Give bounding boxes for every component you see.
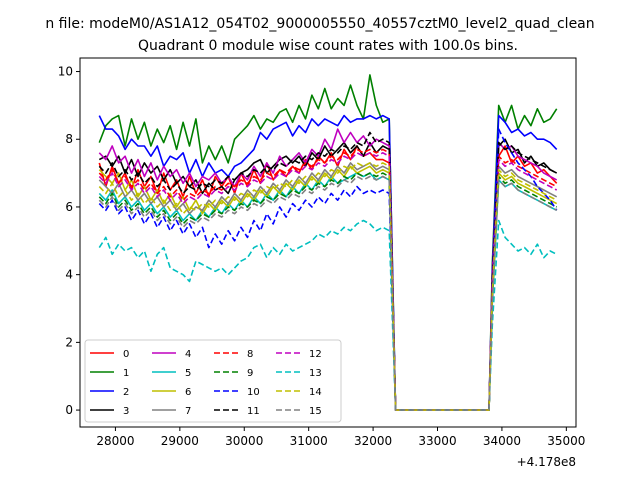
- y-tick-label: 2: [65, 335, 73, 349]
- y-tick-label: 8: [65, 132, 73, 146]
- x-tick-label: 28000: [96, 434, 134, 448]
- legend-label: 11: [247, 406, 260, 417]
- axis-ticks: 28000 29000 30000 31000 32000 33000 34000 35000…: [58, 65, 586, 448]
- x-tick-label: 34000: [483, 434, 521, 448]
- x-tick-label: 31000: [290, 434, 328, 448]
- x-tick-label: 35000: [547, 434, 585, 448]
- legend-label: 3: [123, 406, 129, 417]
- y-tick-label: 0: [65, 403, 73, 417]
- chart-title: Quadrant 0 module wise count rates with …: [138, 38, 518, 54]
- series-line-13: [98, 219, 558, 411]
- legend-label: 9: [247, 368, 253, 379]
- legend-label: 4: [185, 349, 191, 360]
- legend-label: 7: [185, 406, 191, 417]
- legend-label: 13: [309, 368, 322, 379]
- plot-frame: [79, 57, 577, 428]
- series-line-15: [98, 175, 558, 411]
- legend-label: 5: [185, 368, 191, 379]
- legend-label: 6: [185, 387, 191, 398]
- legend-label: 12: [309, 349, 322, 360]
- y-tick-label: 6: [65, 200, 73, 214]
- x-tick-label: 30000: [225, 434, 263, 448]
- legend-label: 8: [247, 349, 253, 360]
- series-lines: [98, 74, 558, 411]
- legend-label: 2: [123, 387, 129, 398]
- legend-frame: [84, 339, 342, 423]
- legend-label: 15: [309, 406, 322, 417]
- y-tick-label: 4: [65, 268, 73, 282]
- x-tick-label: 33000: [418, 434, 456, 448]
- legend-label: 14: [309, 387, 322, 398]
- legend-label: 0: [123, 349, 129, 360]
- legend-label: 1: [123, 368, 129, 379]
- y-tick-label: 10: [58, 65, 73, 79]
- x-offset-label: +4.178e8: [517, 455, 576, 469]
- legend-label: 10: [247, 387, 260, 398]
- figure-suptitle: n file: modeM0/AS1A12_054T02_9000005550_…: [45, 16, 594, 32]
- x-tick-label: 32000: [354, 434, 392, 448]
- x-tick-label: 29000: [161, 434, 199, 448]
